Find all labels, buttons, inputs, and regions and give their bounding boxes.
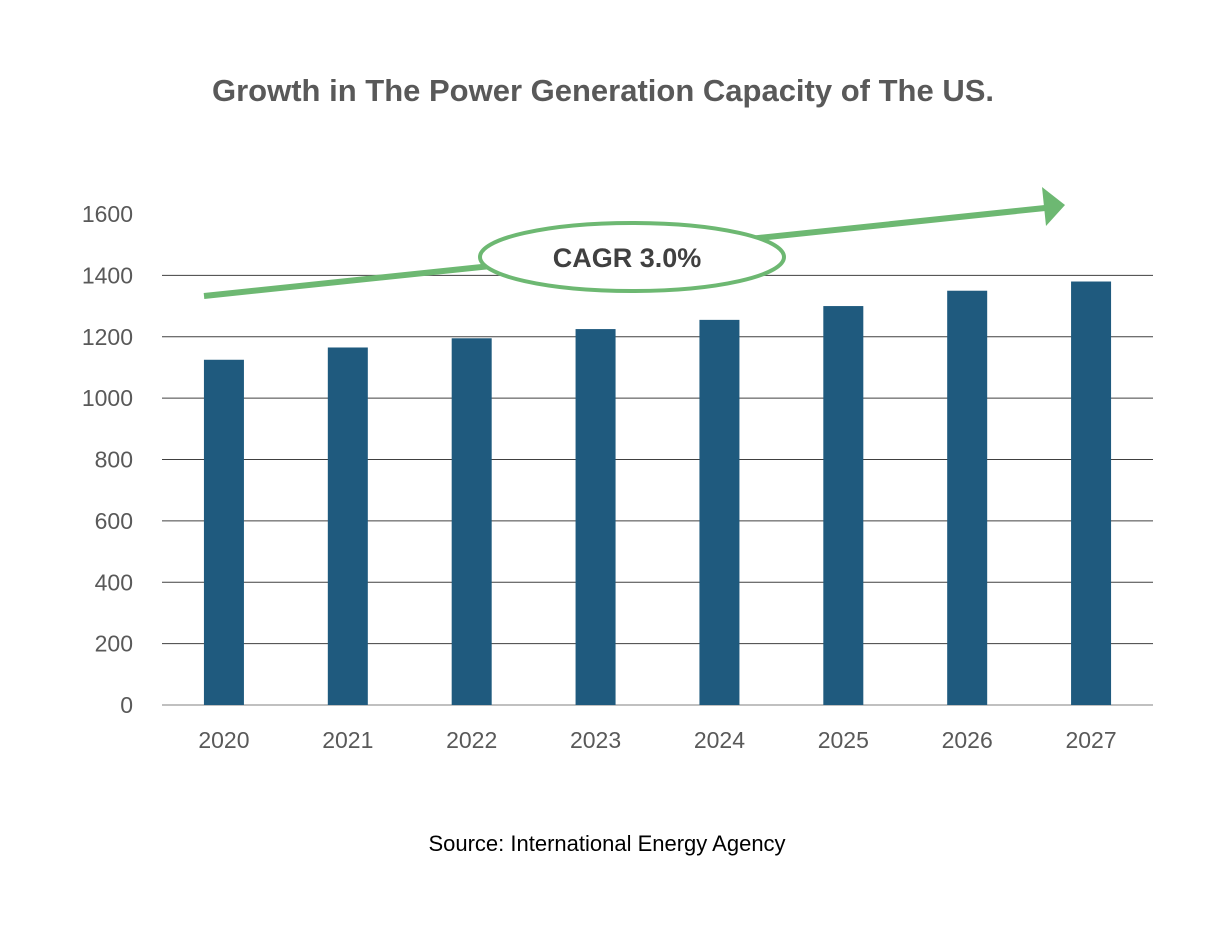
x-tick-label: 2020 bbox=[198, 727, 249, 753]
x-tick-label: 2021 bbox=[322, 727, 373, 753]
bar-2023 bbox=[575, 329, 616, 705]
x-tick-label: 2025 bbox=[818, 727, 869, 753]
x-tick-label: 2026 bbox=[942, 727, 993, 753]
cagr-annotation: CAGR 3.0% bbox=[203, 187, 1065, 299]
source-note: Source: International Energy Agency bbox=[428, 831, 785, 856]
y-tick-label: 1600 bbox=[82, 201, 133, 227]
bar-2027 bbox=[1071, 281, 1112, 705]
chart-title: Growth in The Power Generation Capacity … bbox=[212, 73, 994, 108]
x-tick-label: 2027 bbox=[1065, 727, 1116, 753]
cagr-ellipse bbox=[478, 221, 786, 293]
trend-arrow-head bbox=[1042, 187, 1065, 226]
y-tick-label: 1400 bbox=[82, 262, 133, 288]
y-tick-label: 0 bbox=[120, 692, 133, 718]
bar-2024 bbox=[699, 319, 740, 705]
y-tick-label: 400 bbox=[95, 569, 133, 595]
cagr-label: CAGR 3.0% bbox=[553, 243, 702, 273]
y-tick-label: 200 bbox=[95, 631, 133, 657]
bar-2022 bbox=[451, 338, 492, 705]
y-tick-label: 600 bbox=[95, 508, 133, 534]
x-tick-label: 2023 bbox=[570, 727, 621, 753]
x-tick-label: 2022 bbox=[446, 727, 497, 753]
y-tick-label: 1000 bbox=[82, 385, 133, 411]
bar-2025 bbox=[823, 306, 864, 705]
bar-2020 bbox=[203, 359, 244, 705]
y-tick-label: 1200 bbox=[82, 324, 133, 350]
bar-2021 bbox=[327, 347, 368, 705]
y-tick-label: 800 bbox=[95, 447, 133, 473]
x-tick-label: 2024 bbox=[694, 727, 745, 753]
bar-2026 bbox=[947, 290, 988, 705]
